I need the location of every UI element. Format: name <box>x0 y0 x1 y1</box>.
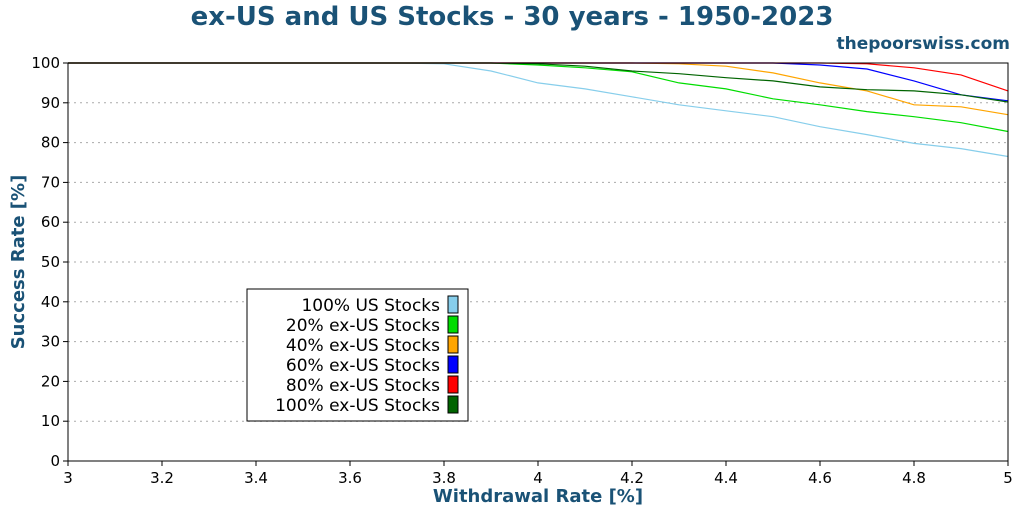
y-tick-label: 90 <box>41 94 60 112</box>
y-tick-label: 30 <box>41 333 60 351</box>
y-tick-label: 0 <box>50 452 60 470</box>
series-line-5 <box>68 62 1009 92</box>
chart-subtitle: thepoorswiss.com <box>836 34 1011 54</box>
y-tick-label: 40 <box>41 293 60 311</box>
chart-title: ex-US and US Stocks - 30 years - 1950-20… <box>190 2 834 32</box>
legend-swatch <box>447 335 459 354</box>
x-tick-label: 3.8 <box>432 469 456 487</box>
series-line-4 <box>68 62 1009 102</box>
x-tick-label: 3.4 <box>244 469 268 487</box>
y-tick-label: 80 <box>41 134 60 152</box>
legend-box <box>246 288 469 422</box>
x-tick-label: 4 <box>533 469 543 487</box>
legend-label: 80% ex-US Stocks <box>286 376 440 396</box>
x-tick-label: 4.2 <box>620 469 644 487</box>
axis-ticks: 0 10 20 30 40 50 60 70 80 90 100 3 3.2 3.4 3.6 3.8 4 4.2 4… <box>31 54 1012 487</box>
y-tick-label: 50 <box>41 253 60 271</box>
legend-label: 60% ex-US Stocks <box>286 356 440 376</box>
x-tick-label: 4.4 <box>714 469 738 487</box>
legend-label: 100% US Stocks <box>301 296 440 316</box>
legend-label: 40% ex-US Stocks <box>286 336 440 356</box>
legend-swatch <box>447 295 459 314</box>
x-tick-label: 5 <box>1003 469 1013 487</box>
x-tick-label: 3.2 <box>150 469 174 487</box>
series-line-3 <box>68 62 1009 116</box>
y-tick-label: 60 <box>41 213 60 231</box>
x-tick-label: 3 <box>63 469 73 487</box>
y-tick-label: 20 <box>41 372 60 390</box>
x-tick-label: 4.6 <box>808 469 832 487</box>
x-axis-title: Withdrawal Rate [%] <box>433 486 643 507</box>
series-line-2 <box>68 62 1009 133</box>
y-axis-title: Success Rate [%] <box>8 175 29 350</box>
grid-lines <box>68 102 1008 422</box>
legend-label: 100% ex-US Stocks <box>275 396 440 416</box>
y-tick-label: 70 <box>41 173 60 191</box>
legend-swatch <box>447 375 459 394</box>
x-tick-label: 4.8 <box>902 469 926 487</box>
x-tick-label: 3.6 <box>338 469 362 487</box>
legend-label: 20% ex-US Stocks <box>286 316 440 336</box>
legend-swatch <box>447 315 459 334</box>
legend-swatch <box>447 395 459 414</box>
legend-swatch <box>447 355 459 374</box>
y-tick-label: 100 <box>31 54 60 72</box>
y-tick-label: 10 <box>41 412 60 430</box>
